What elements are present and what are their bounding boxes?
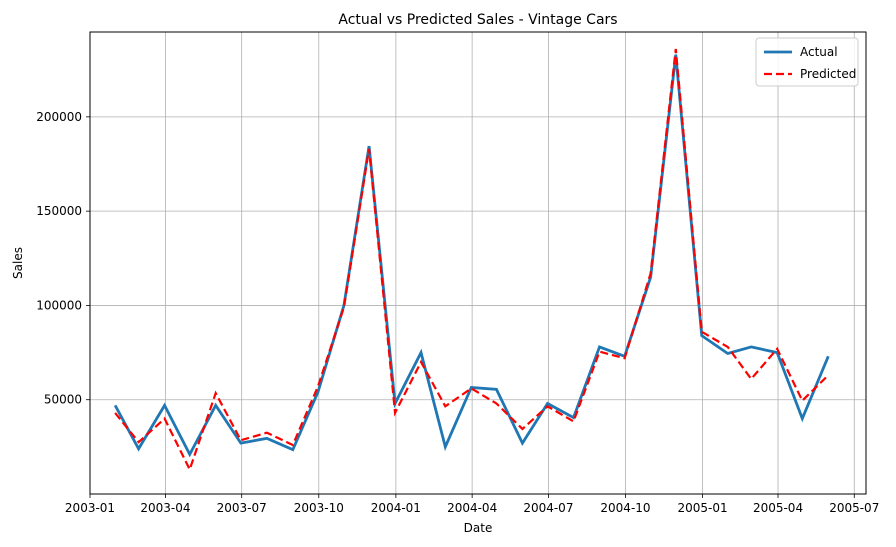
x-tick-label: 2005-07 (829, 501, 879, 515)
axis-ticks: 2003-01 2003-04 2003-07 2003-10 2004-01 2004-… (36, 110, 879, 515)
chart-title: Actual vs Predicted Sales - Vintage Cars (338, 12, 617, 28)
y-tick-label: 200000 (36, 110, 82, 124)
y-axis-label: Sales (11, 247, 25, 279)
x-tick-label: 2003-04 (140, 501, 190, 515)
x-tick-label: 2004-10 (600, 501, 650, 515)
x-tick-label: 2003-10 (294, 501, 344, 515)
x-tick-label: 2005-01 (678, 501, 728, 515)
x-axis-label: Date (464, 521, 493, 535)
series-line-actual (113, 54, 830, 458)
legend-label-predicted: Predicted (800, 67, 856, 81)
legend: Actual Predicted (755, 37, 859, 87)
x-tick-label: 2005-04 (753, 501, 803, 515)
y-tick-label: 100000 (36, 298, 82, 312)
x-tick-label: 2004-07 (523, 501, 573, 515)
x-tick-label: 2004-01 (371, 501, 421, 515)
y-tick-label: 50000 (44, 393, 82, 407)
series-lines (113, 48, 830, 473)
legend-label-actual: Actual (800, 45, 838, 59)
series-line-predicted (114, 48, 830, 473)
plot-area-frame (89, 31, 867, 495)
y-tick-label: 150000 (36, 204, 82, 218)
x-tick-label: 2003-01 (65, 501, 115, 515)
x-tick-label: 2004-04 (447, 501, 497, 515)
x-tick-label: 2003-07 (217, 501, 267, 515)
